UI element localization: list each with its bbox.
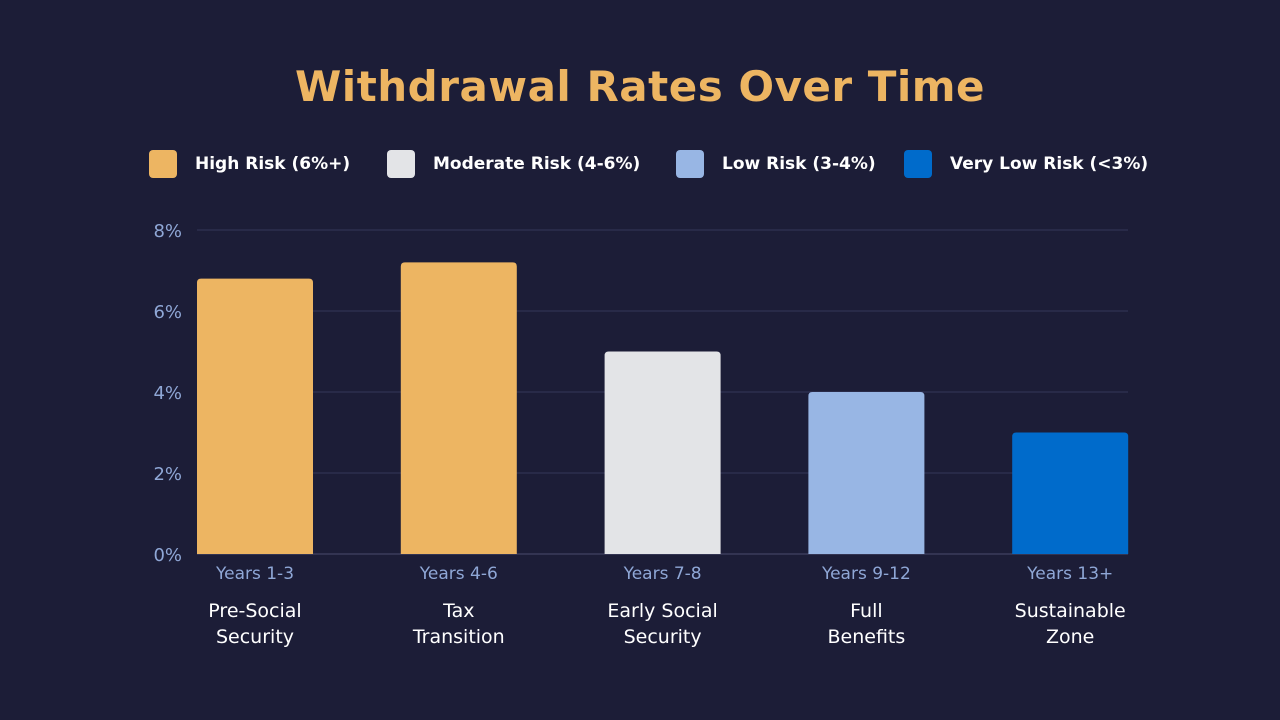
x-subcategory-label: Sustainable <box>1015 600 1126 622</box>
legend-swatch <box>676 150 704 178</box>
legend-swatch <box>904 150 932 178</box>
legend-swatch <box>149 150 177 178</box>
x-subcategory-label: Benefits <box>828 626 906 648</box>
x-tick-label: Years 9-12 <box>821 564 911 584</box>
legend-swatch <box>387 150 415 178</box>
y-tick-label: 0% <box>153 545 182 566</box>
x-tick-label: Years 4-6 <box>419 564 498 584</box>
x-subcategory-label: Security <box>624 626 702 648</box>
x-subcategory-label: Tax <box>442 600 474 622</box>
y-tick-label: 6% <box>153 302 182 323</box>
legend-item-moderate-risk: Moderate Risk (4-6%) <box>387 150 640 178</box>
legend-item-high-risk: High Risk (6%+) <box>149 150 350 178</box>
legend-label: High Risk (6%+) <box>195 154 351 174</box>
x-tick-label: Years 7-8 <box>623 564 702 584</box>
x-tick-label: Years 13+ <box>1026 564 1113 584</box>
bar-1 <box>197 278 313 554</box>
x-subcategory-label: Full <box>850 600 883 622</box>
legend-item-very-low-risk: Very Low Risk (<3%) <box>904 150 1148 178</box>
chart-title: Withdrawal Rates Over Time <box>294 62 986 111</box>
legend-label: Moderate Risk (4-6%) <box>433 154 641 174</box>
y-tick-label: 2% <box>153 464 182 485</box>
legend-label: Low Risk (3-4%) <box>722 154 876 174</box>
bar-2 <box>400 262 517 554</box>
legend-item-low-risk: Low Risk (3-4%) <box>676 150 876 178</box>
bar-5 <box>1012 432 1129 554</box>
x-subcategory-label: Zone <box>1046 626 1094 648</box>
y-tick-label: 4% <box>153 383 182 404</box>
x-subcategory-label: Transition <box>412 626 505 648</box>
bar-4 <box>808 392 925 554</box>
y-tick-label: 8% <box>153 221 182 242</box>
x-subcategory-label: Early Social <box>607 600 717 622</box>
x-subcategory-label: Pre-Social <box>208 600 301 622</box>
x-tick-label: Years 1-3 <box>215 564 294 584</box>
bar-3 <box>604 351 721 554</box>
x-subcategory-label: Security <box>216 626 294 648</box>
legend-label: Very Low Risk (<3%) <box>950 154 1149 174</box>
